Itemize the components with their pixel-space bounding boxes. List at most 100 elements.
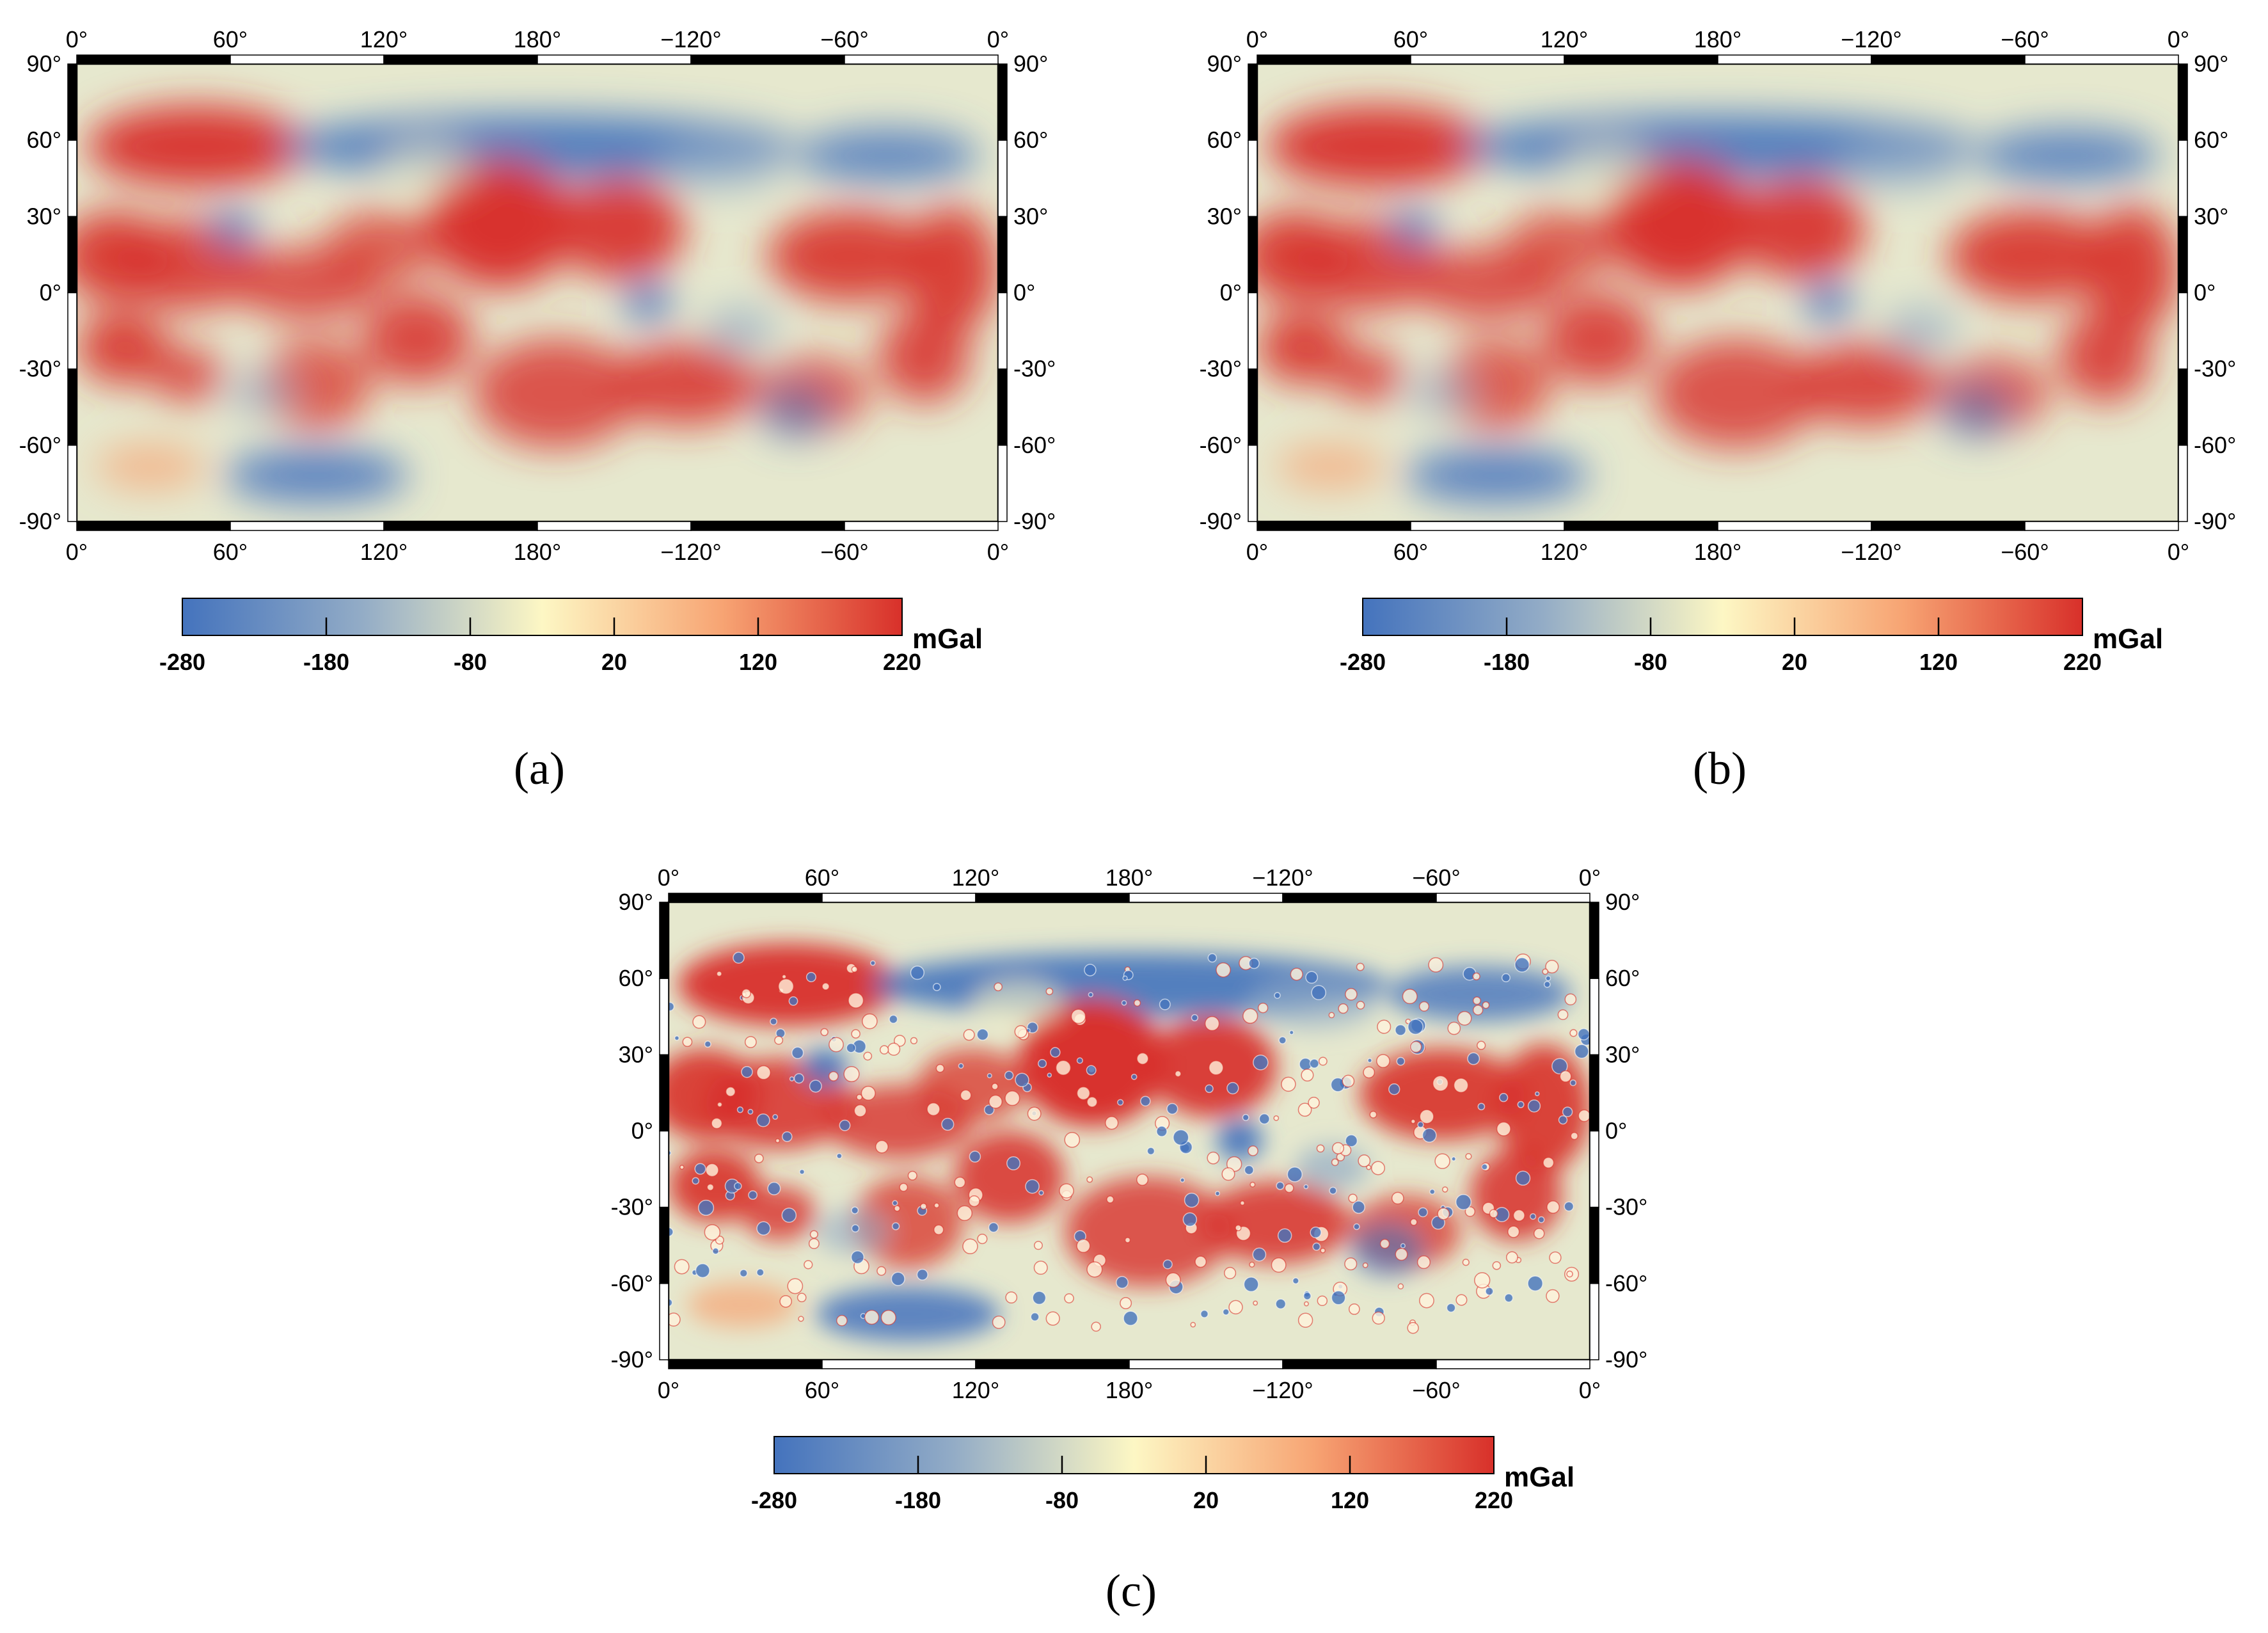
- lat-tick-left-4: -30°: [611, 1194, 653, 1220]
- anomaly-region: [686, 1282, 798, 1328]
- lat-tick-left-4: -30°: [19, 356, 61, 382]
- colorbar-tick-2: -80: [1634, 649, 1667, 675]
- lon-tick-bottom-0: 0°: [1246, 539, 1268, 565]
- colorbar-unit: mGal: [1504, 1462, 1574, 1493]
- lat-tick-right-3: 0°: [2194, 280, 2216, 306]
- lat-tick-right-2: 30°: [1605, 1041, 1640, 1067]
- lon-tick-bottom-4: −120°: [1841, 539, 1901, 565]
- lat-tick-left-6: -90°: [611, 1346, 653, 1373]
- gravity-field-a: [77, 64, 998, 522]
- lon-tick-bottom-1: 60°: [805, 1377, 839, 1403]
- colorbar-tick-4: 120: [739, 649, 777, 675]
- lon-tick-bottom-1: 60°: [213, 539, 248, 565]
- lat-tick-left-3: 0°: [631, 1118, 653, 1144]
- anomaly-region: [1948, 210, 2114, 302]
- lat-tick-right-2: 30°: [1013, 203, 1048, 229]
- lat-tick-right-5: -60°: [2194, 432, 2236, 458]
- lat-tick-left-3: 0°: [1220, 280, 1242, 306]
- lon-tick-bottom-2: 120°: [360, 539, 408, 565]
- colorbar-tick-2: -80: [1045, 1487, 1079, 1513]
- colorbar-tick-4: 120: [1331, 1487, 1369, 1513]
- anomaly-region: [1883, 306, 1958, 353]
- lon-tick-top-2: 120°: [1541, 26, 1588, 52]
- lon-tick-top-3: 180°: [514, 26, 561, 52]
- anomaly-region: [427, 160, 575, 289]
- lon-tick-top-3: 180°: [1106, 864, 1153, 891]
- lat-tick-right-6: -90°: [2194, 508, 2236, 534]
- anomaly-region: [624, 281, 671, 323]
- lon-tick-bottom-1: 60°: [1393, 539, 1428, 565]
- lat-tick-left-0: 90°: [619, 889, 653, 915]
- colorbar-unit: mGal: [912, 623, 983, 655]
- colorbar-tick-5: 220: [1475, 1487, 1513, 1513]
- lon-tick-top-4: −120°: [1841, 26, 1901, 52]
- anomaly-region: [95, 443, 206, 490]
- map-svg-c: 0° 0° 60° 60° 120° 120° 180° 180° −120° −120° −60°…: [611, 864, 1648, 1513]
- colorbar-tick-2: -80: [454, 649, 487, 675]
- anomaly-region: [611, 343, 759, 426]
- anomaly-region: [325, 210, 436, 284]
- lat-tick-right-5: -60°: [1013, 432, 1056, 458]
- anomaly-region: [1360, 1048, 1526, 1140]
- anomaly-region: [1266, 105, 1487, 188]
- lon-tick-top-1: 60°: [213, 26, 248, 52]
- lon-tick-bottom-0: 0°: [66, 539, 88, 565]
- anomaly-region: [1736, 178, 1866, 280]
- colorbar-tick-3: 20: [1193, 1487, 1219, 1513]
- anomaly-region: [1350, 1222, 1424, 1278]
- lon-tick-top-6: 0°: [987, 26, 1009, 52]
- lon-tick-bottom-3: 180°: [514, 539, 561, 565]
- lat-tick-left-3: 0°: [40, 280, 61, 306]
- anomaly-region: [1387, 966, 1572, 1021]
- anomaly-region: [1295, 1144, 1369, 1191]
- anomaly-region: [1805, 281, 1852, 323]
- lon-tick-top-0: 0°: [66, 26, 88, 52]
- anomaly-region: [703, 306, 777, 353]
- anomaly-region: [1390, 210, 1437, 247]
- lon-tick-bottom-5: −60°: [1412, 1377, 1460, 1403]
- lat-tick-right-3: 0°: [1605, 1118, 1627, 1144]
- lat-tick-right-6: -90°: [1013, 508, 1056, 534]
- lon-tick-top-1: 60°: [1393, 26, 1428, 52]
- lat-tick-left-6: -90°: [19, 508, 61, 534]
- anomaly-region: [878, 311, 971, 403]
- anomaly-region: [555, 178, 685, 280]
- lon-tick-bottom-6: 0°: [1579, 1377, 1601, 1403]
- anomaly-region: [954, 1131, 1065, 1223]
- anomaly-region: [1257, 311, 1349, 385]
- map-svg-b: 0° 0° 60° 60° 120° 120° 180° 180° −120° −120° −60°…: [1200, 26, 2237, 675]
- lon-tick-top-0: 0°: [658, 864, 679, 891]
- anomaly-region: [2058, 311, 2151, 403]
- anomaly-region: [381, 141, 473, 188]
- map-panel-b: 0° 0° 60° 60° 120° 120° 180° 180° −120° −120° −60°…: [1180, 0, 2268, 806]
- lon-tick-bottom-0: 0°: [658, 1377, 679, 1403]
- map-panel-c: 0° 0° 60° 60° 120° 120° 180° 180° −120° −120° −60°…: [592, 838, 1679, 1633]
- lon-tick-top-4: −120°: [1252, 864, 1313, 891]
- lon-tick-top-2: 120°: [952, 864, 999, 891]
- anomaly-region: [758, 384, 832, 440]
- anomaly-region: [210, 210, 257, 247]
- lat-tick-right-4: -30°: [2194, 356, 2236, 382]
- lon-tick-bottom-4: −120°: [1252, 1377, 1313, 1403]
- lat-tick-left-2: 30°: [27, 203, 61, 229]
- anomaly-region: [816, 1286, 1001, 1342]
- lat-tick-right-1: 60°: [1013, 127, 1048, 153]
- lat-tick-right-0: 90°: [1013, 51, 1048, 77]
- anomaly-region: [1331, 347, 1405, 403]
- colorbar-tick-4: 120: [1919, 649, 1958, 675]
- lon-tick-top-6: 0°: [2168, 26, 2189, 52]
- colorbar-unit: mGal: [2093, 623, 2163, 655]
- lon-tick-top-6: 0°: [1579, 864, 1601, 891]
- map-svg-a: 0° 0° 60° 60° 120° 120° 180° 180° −120° −120° −60°…: [19, 26, 1056, 675]
- anomaly-region: [362, 292, 473, 385]
- anomaly-region: [86, 105, 307, 188]
- lon-tick-top-1: 60°: [805, 864, 839, 891]
- anomaly-region: [1791, 343, 1939, 426]
- lat-tick-left-5: -60°: [19, 432, 61, 458]
- colorbar-tick-0: -280: [1340, 649, 1386, 675]
- lon-tick-bottom-2: 120°: [952, 1377, 999, 1403]
- anomaly-region: [1019, 998, 1166, 1127]
- anomaly-region: [657, 137, 786, 193]
- anomaly-region: [1505, 210, 1617, 284]
